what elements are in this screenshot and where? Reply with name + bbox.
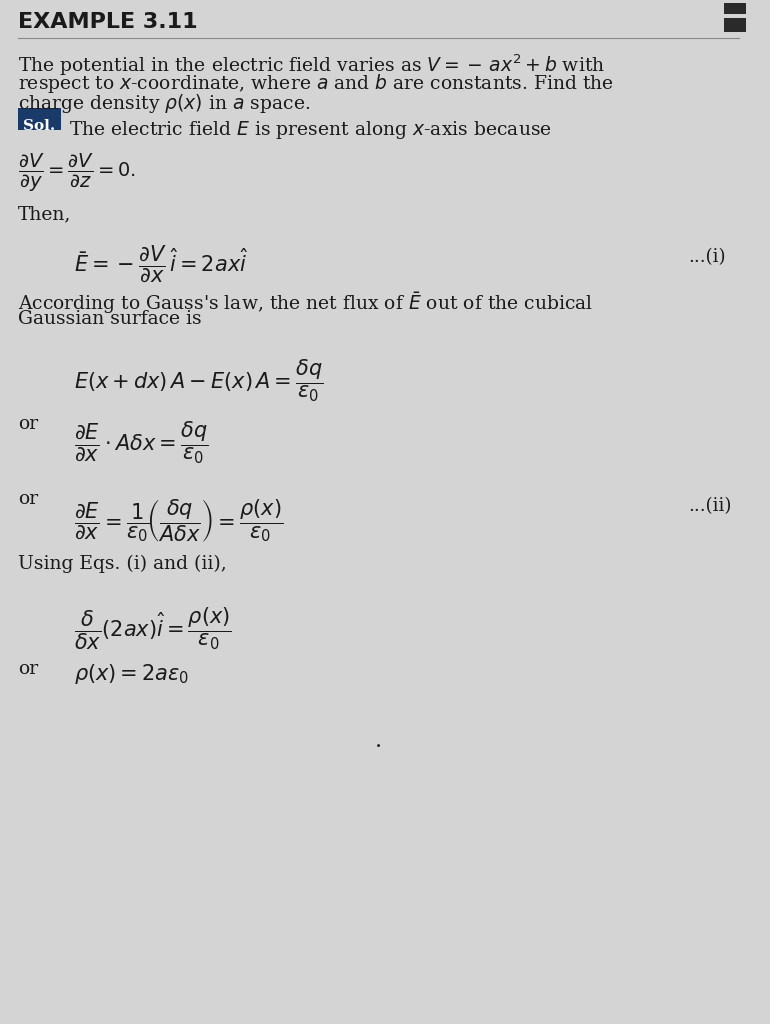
Text: EXAMPLE 3.11: EXAMPLE 3.11 [18,12,197,32]
Text: $\dfrac{\partial V}{\partial y} = \dfrac{\partial V}{\partial z} = 0.$: $\dfrac{\partial V}{\partial y} = \dfrac… [18,152,136,195]
Bar [725,18,746,32]
Text: charge density $\rho(x)$ in $a$ space.: charge density $\rho(x)$ in $a$ space. [18,92,310,115]
Text: Using Eqs. (i) and (ii),: Using Eqs. (i) and (ii), [18,555,226,573]
Text: Then,: Then, [18,205,71,223]
Text: or: or [18,415,38,433]
Text: or: or [18,660,38,678]
Text: Gaussian surface is: Gaussian surface is [18,310,201,328]
Text: or: or [18,490,38,508]
Text: .: . [375,730,382,752]
Text: ...(i): ...(i) [688,248,725,266]
Text: $\dfrac{\partial E}{\partial x} = \dfrac{1}{\varepsilon_0}\!\left(\dfrac{\delta : $\dfrac{\partial E}{\partial x} = \dfrac… [74,497,283,544]
Text: The potential in the electric field varies as $V = -\,ax^2 + b$ with: The potential in the electric field vari… [18,52,604,78]
Text: Sol.: Sol. [23,119,55,133]
Text: $\dfrac{\partial E}{\partial x} \cdot A\delta x = \dfrac{\delta q}{\varepsilon_0: $\dfrac{\partial E}{\partial x} \cdot A\… [74,420,208,466]
Text: $E(x + dx)\,A - E(x)\,A = \dfrac{\delta q}{\varepsilon_0}$: $E(x + dx)\,A - E(x)\,A = \dfrac{\delta … [74,358,323,404]
Text: respect to $x$-coordinate, where $a$ and $b$ are constants. Find the: respect to $x$-coordinate, where $a$ and… [18,72,614,95]
Text: $\bar{E} = -\dfrac{\partial V}{\partial x}\,\hat{i} = 2ax\hat{i}$: $\bar{E} = -\dfrac{\partial V}{\partial … [74,243,248,284]
Text: ...(ii): ...(ii) [688,497,732,515]
Text: $\rho(x) = 2a\varepsilon_0$: $\rho(x) = 2a\varepsilon_0$ [74,662,189,686]
Text: $\dfrac{\delta}{\delta x}(2ax)\hat{i} = \dfrac{\rho(x)}{\varepsilon_0}$: $\dfrac{\delta}{\delta x}(2ax)\hat{i} = … [74,605,232,651]
Bar [725,3,746,14]
Text: According to Gauss's law, the net flux of $\bar{E}$ out of the cubical: According to Gauss's law, the net flux o… [18,290,593,315]
Text: The electric field $E$ is present along $x$-axis because: The electric field $E$ is present along … [69,119,551,141]
Bar [18,108,61,130]
